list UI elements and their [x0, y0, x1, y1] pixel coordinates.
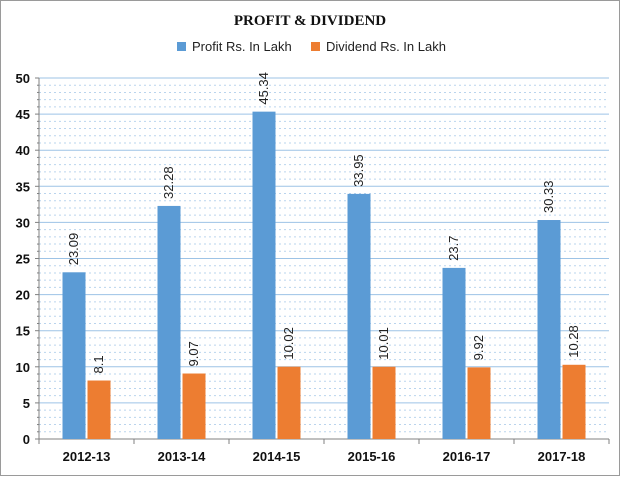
dividend-label-2017-18: 10.28: [566, 325, 581, 358]
bar-chart: PROFIT & DIVIDEND Profit Rs. In Lakh Divi…: [16, 13, 610, 464]
y-tick-label-30: 30: [16, 215, 30, 230]
y-tick-label-35: 35: [16, 179, 30, 194]
y-tick-label-20: 20: [16, 288, 30, 303]
legend-swatch-1: [177, 42, 186, 51]
y-axis: 0 5 10 15 20 25 30 35 40 45 50: [16, 71, 40, 447]
legend-label-2: Dividend Rs. In Lakh: [326, 39, 446, 54]
x-tick-label-2012-13: 2012-13: [63, 449, 111, 464]
x-tick-label-2017-18: 2017-18: [538, 449, 586, 464]
legend-swatch-2: [311, 42, 320, 51]
profit-label-2016-17: 23.7: [446, 236, 461, 261]
legend: Profit Rs. In Lakh Dividend Rs. In Lakh: [177, 39, 446, 54]
profit-bar-2017-18: [537, 220, 561, 439]
profit-label-2013-14: 32.28: [161, 166, 176, 199]
dividend-label-2012-13: 8.1: [91, 355, 106, 373]
dividend-bar-2016-17: [467, 367, 491, 439]
y-tick-label-50: 50: [16, 71, 30, 86]
y-tick-label-0: 0: [23, 432, 30, 447]
profit-bar-2013-14: [157, 205, 181, 439]
profit-bar-2012-13: [62, 272, 86, 439]
y-tick-label-25: 25: [16, 252, 30, 267]
profit-label-2012-13: 23.09: [66, 233, 81, 266]
gridlines: [39, 77, 609, 433]
x-tick-label-2016-17: 2016-17: [443, 449, 491, 464]
x-axis: 2012-13 2013-14 2014-15 2015-16 2016-17 2017-…: [38, 438, 610, 464]
dividend-bar-2017-18: [562, 364, 586, 439]
dividend-label-2014-15: 10.02: [281, 327, 296, 360]
profit-label-2015-16: 33.95: [351, 154, 366, 187]
y-tick-label-40: 40: [16, 143, 30, 158]
y-tick-label-45: 45: [16, 107, 30, 122]
y-tick-label-10: 10: [16, 360, 30, 375]
profit-bar-2014-15: [252, 111, 276, 439]
dividend-bar-2013-14: [182, 373, 206, 439]
legend-label-1: Profit Rs. In Lakh: [192, 39, 292, 54]
profit-bar-2016-17: [442, 267, 466, 439]
x-tick-label-2013-14: 2013-14: [158, 449, 206, 464]
data-labels: 23.09 8.1 32.28 9.07 45.34 10.02 33.95 10.01 23.…: [66, 72, 581, 373]
dividend-bar-2012-13: [87, 380, 111, 439]
chart-title: PROFIT & DIVIDEND: [234, 13, 386, 29]
y-tick-label-15: 15: [16, 324, 30, 339]
dividend-bar-2015-16: [372, 366, 396, 439]
x-tick-label-2015-16: 2015-16: [348, 449, 396, 464]
dividend-label-2016-17: 9.92: [471, 335, 486, 360]
profit-bar-2015-16: [347, 193, 371, 439]
dividend-label-2015-16: 10.01: [376, 327, 391, 360]
bars: [62, 111, 586, 439]
x-tick-label-2014-15: 2014-15: [253, 449, 301, 464]
y-tick-label-5: 5: [23, 396, 30, 411]
dividend-bar-2014-15: [277, 366, 301, 439]
profit-label-2014-15: 45.34: [256, 72, 271, 105]
chart-frame: PROFIT & DIVIDEND Profit Rs. In Lakh Divi…: [0, 0, 620, 476]
dividend-label-2013-14: 9.07: [186, 341, 201, 366]
profit-label-2017-18: 30.33: [541, 180, 556, 213]
